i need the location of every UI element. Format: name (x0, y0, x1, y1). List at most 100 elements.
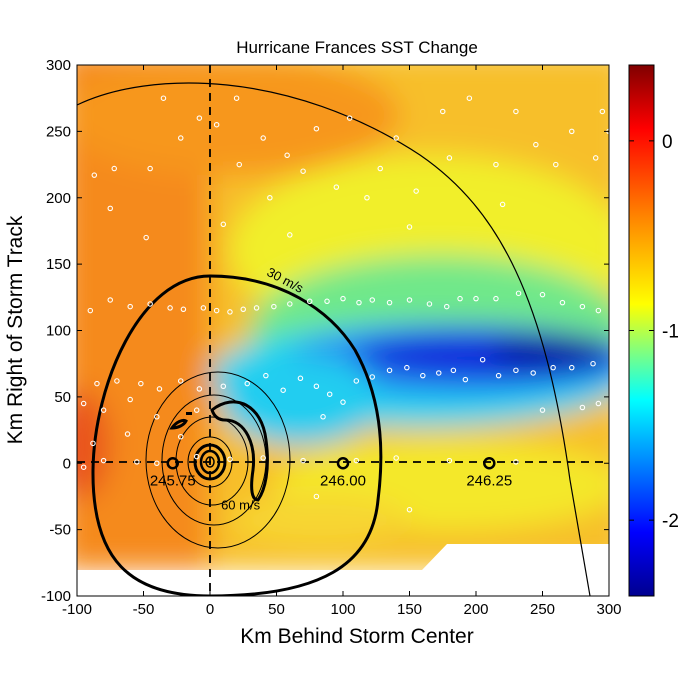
observation-point (177, 378, 184, 384)
colorbar: 0 -1 -2 (628, 64, 679, 597)
observation-point (213, 121, 220, 128)
x-tick-label: -100 (62, 601, 92, 618)
observation-point (114, 378, 120, 384)
observation-point (300, 168, 306, 174)
observation-point (260, 455, 266, 461)
observation-point (287, 301, 293, 307)
observation-point (413, 188, 419, 194)
observation-point (284, 152, 290, 159)
center-marker-label-1: 246.00 (320, 472, 366, 489)
observation-point (393, 455, 399, 461)
observation-point (340, 399, 346, 405)
observation-point (539, 291, 546, 298)
observation-point (297, 375, 304, 382)
observation-point (462, 376, 469, 383)
observation-point (138, 380, 144, 387)
observation-point (599, 108, 606, 115)
y-tick-label: 50 (54, 389, 71, 406)
overlays (77, 65, 609, 596)
field-orange-top (77, 65, 400, 175)
observation-point (369, 374, 376, 380)
observation-point (590, 360, 596, 367)
observation-point (439, 108, 446, 115)
observation-point (134, 459, 140, 465)
y-tick-label: 0 (63, 455, 71, 472)
observation-point (87, 307, 94, 314)
colorbar-tick-label: -2 (662, 511, 679, 532)
chart-title: Hurricane Frances SST Change (236, 38, 478, 57)
y-tick-label: 200 (46, 190, 71, 207)
observation-point (377, 165, 383, 172)
observation-point (196, 386, 203, 392)
y-tick-label: 300 (46, 57, 71, 74)
observation-point (569, 128, 575, 135)
observation-point (253, 305, 260, 311)
observation-point (569, 364, 575, 371)
center-marker-label-2: 246.25 (466, 472, 512, 489)
y-tick-label: -100 (41, 588, 71, 605)
y-tick-label: 100 (46, 323, 71, 340)
observation-point (533, 141, 539, 148)
wind-contour-60 (210, 400, 269, 502)
x-tick-label: 200 (463, 601, 488, 618)
observation-point (353, 378, 360, 384)
observation-point (592, 155, 599, 161)
observation-point (386, 367, 393, 374)
y-tick-label: 250 (46, 123, 71, 140)
observation-point (313, 493, 320, 500)
observation-point (386, 299, 393, 306)
observation-point (177, 433, 184, 440)
observation-point (177, 135, 184, 141)
observation-point (220, 383, 227, 390)
center-markers (166, 457, 496, 470)
observation-point (436, 370, 442, 376)
observation-point (220, 221, 227, 228)
observation-point (333, 184, 340, 190)
wind-contour-60-fragment (169, 418, 188, 430)
observation-point (260, 135, 266, 141)
observation-point (457, 295, 463, 302)
observation-point (473, 295, 479, 302)
observation-point (406, 224, 413, 230)
center-marker-0 (166, 457, 180, 470)
observation-point (559, 299, 566, 306)
observation-point (515, 290, 522, 297)
observation-point (280, 387, 286, 393)
colorbar-ticks: 0 -1 -2 (629, 132, 679, 532)
observation-point (313, 383, 320, 390)
observation-point (91, 172, 98, 178)
observation-point (227, 309, 233, 315)
x-tick-label: -50 (133, 601, 155, 618)
observation-point (100, 457, 107, 464)
observation-point (446, 457, 453, 464)
observation-point (443, 303, 450, 310)
observation-point (107, 297, 114, 303)
observation-point (369, 297, 376, 303)
observation-point (200, 305, 207, 311)
observation-point (513, 459, 519, 465)
observation-point (393, 135, 399, 141)
observation-point (160, 95, 167, 101)
observation-point (193, 453, 200, 460)
observation-point (364, 195, 370, 201)
observation-point (530, 370, 536, 376)
field-light-lower (230, 495, 410, 545)
colorbar-tick-label: 0 (662, 132, 673, 153)
observation-point (539, 407, 546, 413)
observation-point (143, 234, 149, 241)
observation-points (80, 95, 609, 513)
observation-point (300, 457, 306, 464)
observation-point (236, 161, 243, 168)
observation-point (244, 380, 250, 387)
observation-point (553, 161, 559, 168)
observation-point (271, 303, 277, 310)
observation-point (404, 364, 410, 371)
x-tick-label: 250 (530, 601, 555, 618)
observation-point (90, 440, 96, 447)
observation-point (324, 298, 330, 305)
observation-point (493, 295, 499, 302)
x-tick-label: 150 (397, 601, 422, 618)
observation-point (313, 125, 320, 132)
observation-point (80, 464, 87, 470)
